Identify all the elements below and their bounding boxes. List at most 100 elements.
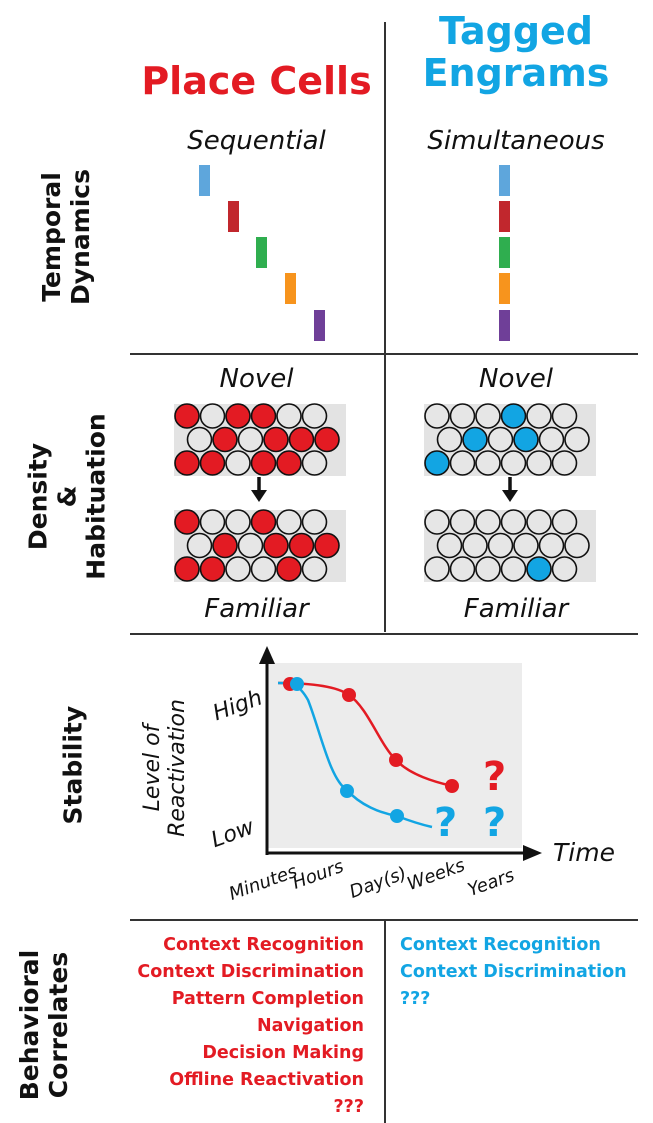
place-cells-correlate-item-5: Decision Making — [202, 1043, 364, 1063]
left-familiar-active-cell — [212, 532, 238, 559]
left-familiar-inactive-cell — [186, 532, 213, 559]
right-familiar-inactive-cell — [436, 532, 463, 559]
left-familiar-active-cell — [314, 532, 340, 559]
simultaneous-bar-3 — [499, 237, 510, 268]
blue-question-mark-1: ? — [434, 800, 457, 846]
x-axis-arrow — [523, 845, 542, 861]
right-novel-inactive-cell — [449, 403, 476, 429]
right-familiar-inactive-cell — [538, 532, 565, 559]
right-novel-inactive-cell — [436, 426, 463, 453]
left-novel-active-cell — [174, 450, 200, 476]
simultaneous-bar-1 — [499, 165, 510, 196]
left-novel-active-cell — [250, 403, 277, 429]
sequential-bar-3 — [256, 237, 267, 268]
place-cells-correlate-item-2: Context Discrimination — [137, 962, 364, 982]
left-novel-inactive-cell — [301, 403, 328, 429]
left-familiar-inactive-cell — [237, 532, 264, 559]
right-novel-inactive-cell — [526, 450, 552, 476]
behavioral-list-tagged-engrams: Context Recognition Context Discriminatio… — [400, 932, 627, 1013]
y-axis-arrow — [259, 646, 275, 664]
novel-label-left: Novel — [219, 364, 294, 394]
right-novel-active-cell — [513, 426, 539, 453]
left-novel-inactive-cell — [301, 450, 328, 476]
right-familiar-inactive-cell — [564, 532, 590, 559]
left-familiar-active-cell — [199, 556, 226, 582]
sequential-label: Sequential — [187, 126, 326, 156]
row-divider-1 — [130, 353, 638, 355]
familiar-label-left: Familiar — [204, 594, 309, 624]
right-novel-inactive-cell — [449, 450, 476, 476]
simultaneous-bar-4 — [499, 273, 510, 304]
right-familiar-inactive-cell — [551, 556, 578, 582]
left-familiar-active-cell — [263, 532, 289, 559]
column-header-tagged-engrams-line2: Engrams — [422, 51, 610, 95]
place-cells-point-2 — [342, 688, 356, 702]
right-familiar-inactive-cell — [424, 556, 450, 582]
left-novel-active-cell — [288, 426, 315, 453]
right-novel-inactive-cell — [475, 450, 501, 476]
row-divider-3 — [130, 919, 638, 921]
left-familiar-inactive-cell — [276, 509, 302, 535]
left-novel-inactive-cell — [237, 426, 264, 453]
right-novel-inactive-cell — [487, 426, 514, 453]
cell-grid-right-familiar — [424, 509, 596, 582]
y-axis-title-line1: Level of — [140, 721, 165, 811]
left-familiar-inactive-cell — [301, 556, 328, 582]
left-familiar-inactive-cell — [250, 556, 277, 582]
sequential-bar-4 — [285, 273, 296, 304]
simultaneous-label: Simultaneous — [427, 126, 605, 156]
place-cells-point-4 — [445, 779, 459, 793]
right-novel-inactive-cell — [538, 426, 565, 453]
right-novel-inactive-cell — [564, 426, 590, 453]
sequential-bar-1 — [199, 165, 210, 196]
x-tick-days: Day(s) — [347, 863, 410, 903]
red-question-mark: ? — [483, 754, 506, 800]
left-novel-active-cell — [174, 403, 200, 429]
left-novel-inactive-cell — [199, 403, 226, 429]
right-familiar-inactive-cell — [487, 532, 514, 559]
place-cells-point-3 — [389, 753, 403, 767]
cell-grid-right-novel — [424, 403, 596, 476]
right-familiar-inactive-cell — [462, 532, 488, 559]
tagged-engrams-correlate-item-3: ??? — [400, 989, 431, 1009]
right-familiar-active-cell — [526, 556, 552, 582]
down-arrow-right — [502, 477, 518, 502]
left-familiar-inactive-cell — [301, 509, 328, 535]
x-axis-title: Time — [553, 838, 615, 867]
sequential-bar-5 — [314, 310, 325, 341]
right-familiar-inactive-cell — [513, 532, 539, 559]
right-novel-inactive-cell — [551, 450, 578, 476]
left-novel-active-cell — [263, 426, 289, 453]
tagged-engrams-correlate-item-1: Context Recognition — [400, 935, 601, 955]
x-tick-weeks: Weeks — [404, 855, 467, 895]
x-tick-hours: Hours — [290, 856, 347, 894]
column-header-place-cells: Place Cells — [134, 60, 379, 102]
simultaneous-bar-2 — [499, 201, 510, 232]
row-divider-2 — [130, 633, 638, 635]
right-novel-inactive-cell — [526, 403, 552, 429]
left-novel-inactive-cell — [276, 403, 302, 429]
place-cells-correlate-item-3: Pattern Completion — [171, 989, 364, 1009]
right-familiar-inactive-cell — [551, 509, 578, 535]
curve-points — [283, 677, 459, 823]
tagged-engrams-point-6 — [340, 784, 354, 798]
left-familiar-inactive-cell — [225, 509, 251, 535]
right-familiar-inactive-cell — [500, 556, 527, 582]
row-label-behavioral-line2: Correlates — [44, 951, 73, 1099]
left-familiar-inactive-cell — [225, 556, 251, 582]
left-novel-active-cell — [250, 450, 277, 476]
left-novel-active-cell — [225, 403, 251, 429]
left-familiar-inactive-cell — [199, 509, 226, 535]
right-novel-inactive-cell — [424, 403, 450, 429]
right-familiar-inactive-cell — [475, 509, 501, 535]
cell-grid-left-familiar — [174, 509, 346, 582]
place-cells-correlate-item-7: ??? — [333, 1097, 364, 1117]
left-novel-active-cell — [212, 426, 238, 453]
left-novel-active-cell — [314, 426, 340, 453]
behavioral-list-place-cells: Context Recognition Context Discriminatio… — [137, 932, 364, 1121]
x-tick-minutes: Minutes — [226, 861, 300, 905]
right-familiar-inactive-cell — [526, 509, 552, 535]
blue-question-mark-2: ? — [483, 800, 506, 846]
right-novel-active-cell — [462, 426, 488, 453]
